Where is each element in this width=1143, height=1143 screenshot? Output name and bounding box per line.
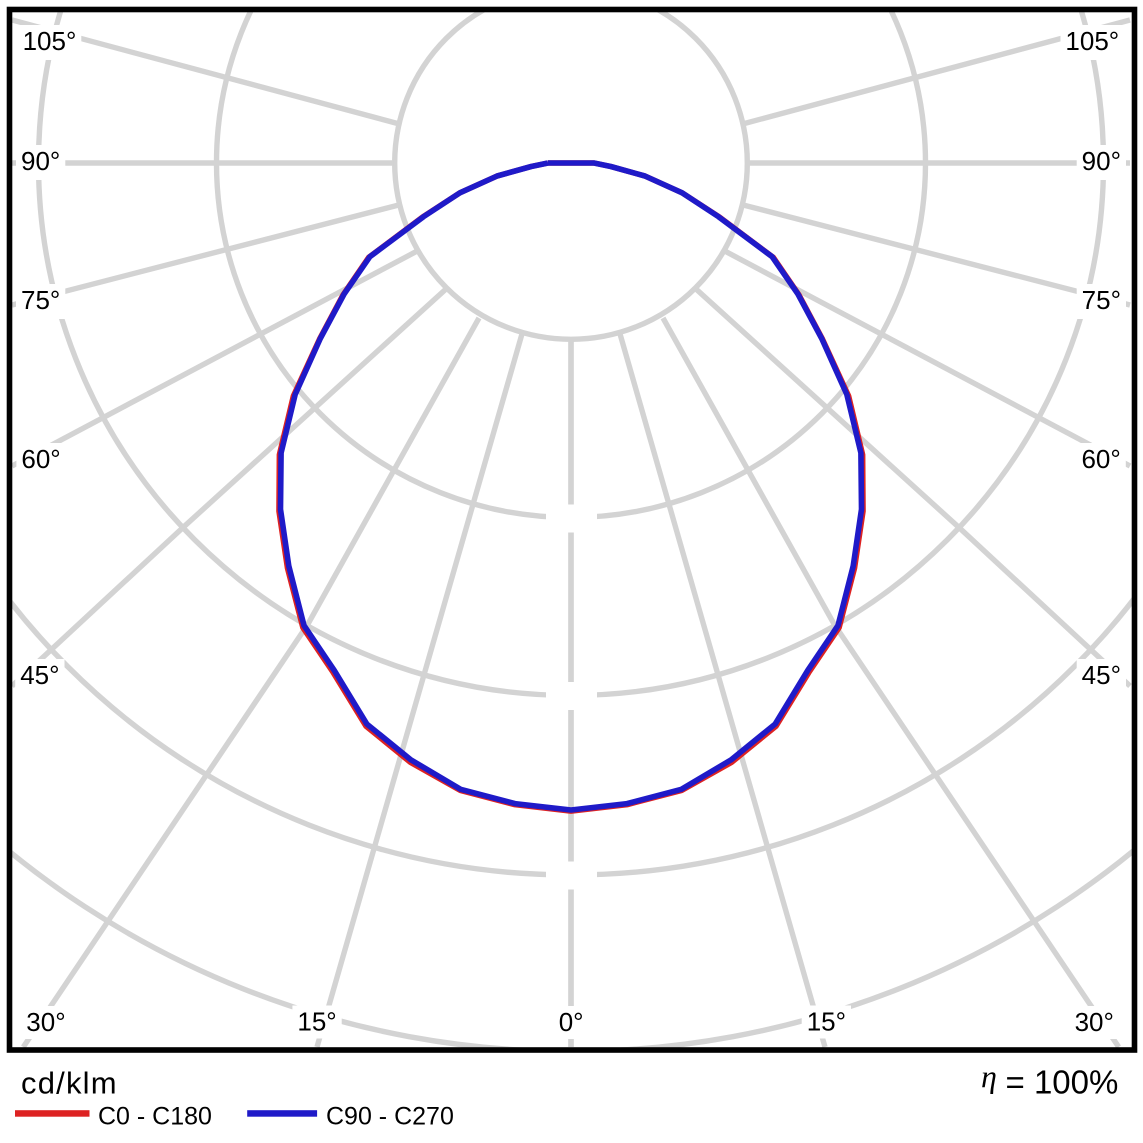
svg-text:30°: 30° [26,1007,65,1037]
svg-text:30°: 30° [1075,1007,1114,1037]
svg-text:15°: 15° [807,1007,846,1037]
svg-text:cd/klm: cd/klm [21,1066,118,1101]
svg-text:0°: 0° [559,1007,584,1037]
svg-text:45°: 45° [1082,660,1121,690]
svg-text:45°: 45° [20,660,59,690]
svg-text:η: η [981,1058,997,1094]
svg-text:90°: 90° [1082,146,1121,176]
svg-text:90°: 90° [21,146,60,176]
svg-text:= 100%: = 100% [1006,1064,1119,1101]
svg-text:C0 - C180: C0 - C180 [98,1103,212,1131]
svg-text:15°: 15° [297,1007,336,1037]
svg-text:60°: 60° [21,444,60,474]
svg-text:105°: 105° [23,26,77,56]
svg-text:C90 - C270: C90 - C270 [326,1103,454,1131]
svg-text:60°: 60° [1081,444,1120,474]
svg-text:75°: 75° [1082,285,1121,315]
svg-text:75°: 75° [21,285,60,315]
svg-text:105°: 105° [1065,26,1119,56]
